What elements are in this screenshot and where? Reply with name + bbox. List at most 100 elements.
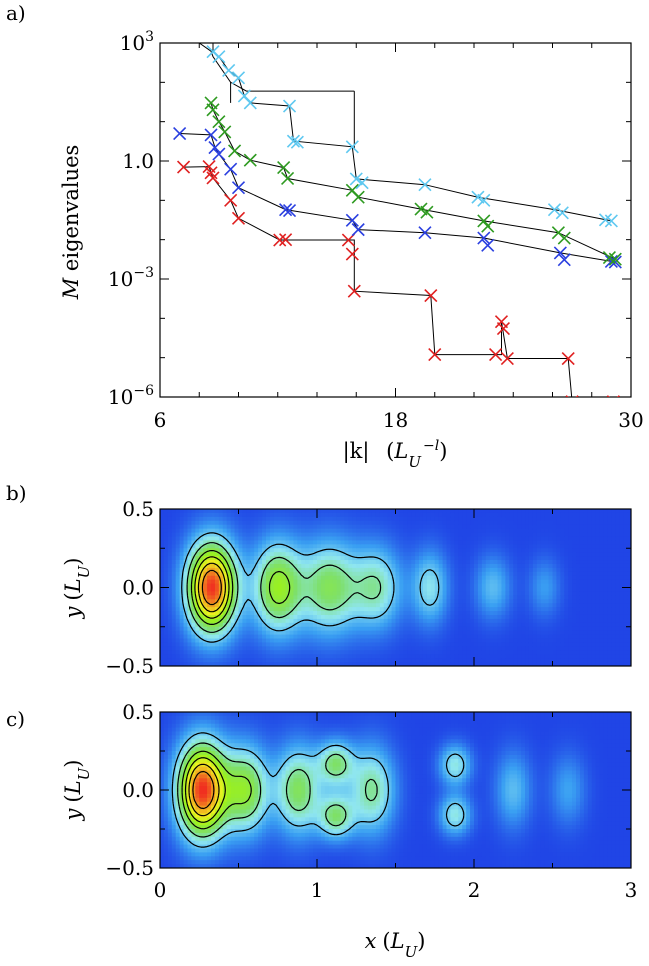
heat-cell xyxy=(360,560,365,565)
heat-cell xyxy=(187,583,192,589)
heat-cell xyxy=(171,626,177,632)
heat-cell xyxy=(332,567,338,573)
heat-cell xyxy=(497,516,503,522)
heat-cell xyxy=(505,552,510,557)
heat-cell xyxy=(611,509,616,514)
heat-cell xyxy=(568,591,573,596)
heat-cell xyxy=(587,575,593,581)
heat-cell xyxy=(493,536,499,541)
heat-cell xyxy=(356,587,361,593)
heat-cell xyxy=(167,536,173,541)
heat-cell xyxy=(371,560,377,565)
heat-cell xyxy=(572,622,577,628)
heat-cell xyxy=(568,599,573,604)
heat-cell xyxy=(446,603,452,608)
heat-cell xyxy=(615,614,620,620)
heat-cell xyxy=(540,532,546,538)
heat-cell xyxy=(627,626,631,632)
heat-cell xyxy=(371,587,377,593)
heat-cell xyxy=(560,614,565,620)
heat-cell xyxy=(395,509,401,514)
heat-cell xyxy=(195,607,200,612)
heat-cell xyxy=(505,520,510,526)
heat-cell xyxy=(309,556,314,561)
heat-cell xyxy=(340,642,346,647)
heat-cell xyxy=(532,560,538,565)
heat-cell xyxy=(348,532,353,538)
heat-cell xyxy=(340,544,346,549)
heat-cell xyxy=(603,595,609,600)
heat-cell xyxy=(411,599,416,604)
heat-cell xyxy=(379,599,385,604)
heat-cell xyxy=(309,611,314,616)
heat-cell xyxy=(269,599,275,604)
heat-cell xyxy=(313,642,318,647)
heat-cell xyxy=(234,654,240,659)
heat-cell xyxy=(254,662,259,666)
heat-cell xyxy=(195,516,200,522)
heat-cell xyxy=(211,622,216,628)
heat-cell xyxy=(265,556,271,561)
heat-cell xyxy=(305,654,310,659)
heat-cell xyxy=(462,571,467,577)
heat-cell xyxy=(207,556,212,561)
heat-cell xyxy=(474,658,479,663)
heat-cell xyxy=(579,548,585,553)
heat-cell xyxy=(309,654,314,659)
heat-cell xyxy=(379,611,385,616)
heat-cell xyxy=(242,634,247,640)
heat-cell xyxy=(485,575,491,581)
heat-cell xyxy=(434,618,440,624)
heat-cell xyxy=(474,552,479,557)
heat-cell xyxy=(332,654,338,659)
heat-cell xyxy=(525,509,530,514)
data-point-cyan xyxy=(477,193,491,207)
heat-cell xyxy=(285,638,291,644)
heat-cell xyxy=(419,583,424,589)
heat-cell xyxy=(273,509,279,514)
heat-cell xyxy=(297,587,302,593)
heat-cell xyxy=(285,509,291,514)
data-point-cyan xyxy=(212,50,226,64)
heat-cell xyxy=(415,642,420,647)
heat-cell xyxy=(599,591,605,596)
heat-cell xyxy=(485,548,491,553)
heat-cell xyxy=(407,638,412,644)
heat-cell xyxy=(579,662,585,666)
heat-cell xyxy=(199,532,204,538)
plot-a-lines xyxy=(179,43,624,397)
heat-cell xyxy=(301,607,306,612)
heat-cell xyxy=(391,638,397,644)
heat-cell xyxy=(426,560,432,565)
heat-cell xyxy=(528,630,534,636)
heat-cell xyxy=(564,638,569,644)
heat-cell xyxy=(579,642,585,647)
heat-cell xyxy=(611,658,616,663)
heat-cell xyxy=(619,650,624,655)
heat-cell xyxy=(175,658,181,663)
heat-cell xyxy=(281,634,287,640)
heat-cell xyxy=(415,611,420,616)
heat-cell xyxy=(611,548,616,553)
heat-cell xyxy=(238,552,244,557)
heat-cell xyxy=(356,536,361,541)
heat-cell xyxy=(195,630,200,636)
heat-cell xyxy=(497,556,503,561)
heat-cell xyxy=(579,532,585,538)
heat-cell xyxy=(371,630,377,636)
heat-cell xyxy=(383,611,389,616)
heat-cell xyxy=(595,512,601,518)
heat-cell xyxy=(501,650,506,655)
heat-cell xyxy=(521,560,526,565)
heat-cell xyxy=(458,626,463,632)
heat-cell xyxy=(211,599,216,604)
heat-cell xyxy=(477,567,483,573)
heat-cell xyxy=(368,611,373,616)
heat-cell xyxy=(371,540,377,545)
heat-cell xyxy=(352,548,357,553)
heat-cell xyxy=(548,548,554,553)
heat-cell xyxy=(171,552,177,557)
heat-cell xyxy=(477,587,483,593)
heat-cell xyxy=(434,603,440,608)
heat-cell xyxy=(313,571,318,577)
